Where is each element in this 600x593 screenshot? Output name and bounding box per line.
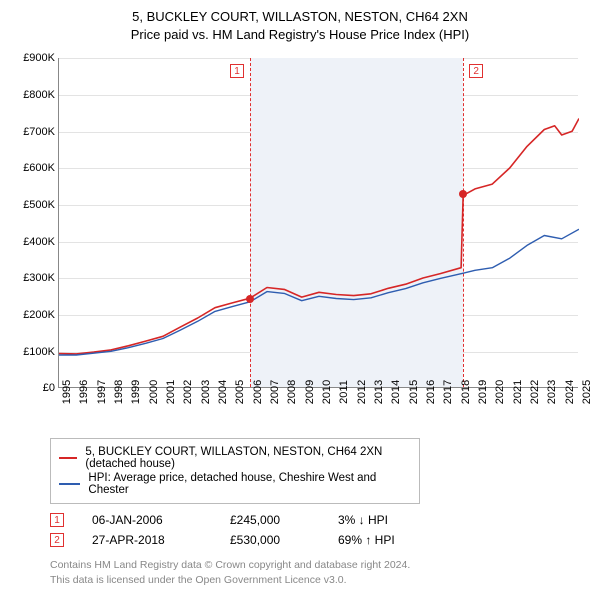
y-axis-label: £900K <box>23 52 55 64</box>
footer-line: This data is licensed under the Open Gov… <box>50 573 586 587</box>
x-axis-label: 2005 <box>234 380 246 404</box>
legend: 5, BUCKLEY COURT, WILLASTON, NESTON, CH6… <box>50 438 420 504</box>
x-axis-label: 1997 <box>96 380 108 404</box>
legend-item: 5, BUCKLEY COURT, WILLASTON, NESTON, CH6… <box>59 445 411 471</box>
event-dot <box>459 190 467 198</box>
chart-container: 5, BUCKLEY COURT, WILLASTON, NESTON, CH6… <box>0 0 600 593</box>
x-axis-label: 2009 <box>304 380 316 404</box>
y-axis-label: £100K <box>23 346 55 358</box>
x-axis-label: 2011 <box>338 381 350 405</box>
chart-area: £0 £100K £200K £300K £400K £500K £600K £700K £80… <box>10 50 585 430</box>
event-dot <box>246 295 254 303</box>
legend-label: HPI: Average price, detached house, Ches… <box>88 472 411 496</box>
event-marker-label: 2 <box>469 64 483 78</box>
txn-price: £530,000 <box>230 533 310 547</box>
y-axis-label: £800K <box>23 89 55 101</box>
x-axis-label: 2000 <box>148 380 160 404</box>
legend-item: HPI: Average price, detached house, Ches… <box>59 471 411 497</box>
x-axis-label: 1999 <box>130 380 142 404</box>
x-axis-label: 1998 <box>113 380 125 404</box>
y-axis-label: £400K <box>23 236 55 248</box>
chart-lines <box>59 58 579 388</box>
legend-swatch <box>59 457 77 459</box>
event-marker-label: 1 <box>230 64 244 78</box>
footer-line: Contains HM Land Registry data © Crown c… <box>50 558 586 572</box>
x-axis-label: 2024 <box>564 380 576 404</box>
x-axis-label: 2016 <box>425 380 437 404</box>
legend-swatch <box>59 483 80 485</box>
txn-date: 27-APR-2018 <box>92 533 202 547</box>
txn-hpi-delta: 3% ↓ HPI <box>338 513 428 527</box>
txn-marker: 1 <box>50 513 64 527</box>
x-axis-label: 2007 <box>269 380 281 404</box>
table-row: 1 06-JAN-2006 £245,000 3% ↓ HPI <box>50 510 586 530</box>
y-axis-label: £500K <box>23 199 55 211</box>
x-axis-label: 2002 <box>182 380 194 404</box>
x-axis-label: 2010 <box>321 380 333 404</box>
txn-price: £245,000 <box>230 513 310 527</box>
plot-area: 12 <box>58 58 578 388</box>
chart-subtitle: Price paid vs. HM Land Registry's House … <box>10 26 590 44</box>
x-axis-label: 2012 <box>356 380 368 404</box>
x-axis-label: 2017 <box>442 380 454 404</box>
x-axis-label: 2015 <box>408 380 420 404</box>
x-axis-label: 2013 <box>373 380 385 404</box>
x-axis-label: 2001 <box>165 380 177 404</box>
y-axis-label: £600K <box>23 162 55 174</box>
x-axis-label: 2023 <box>546 380 558 404</box>
series-line <box>59 119 579 354</box>
x-axis-label: 2019 <box>477 380 489 404</box>
x-axis-label: 2022 <box>529 380 541 404</box>
transactions-table: 1 06-JAN-2006 £245,000 3% ↓ HPI 2 27-APR… <box>50 510 586 550</box>
chart-title: 5, BUCKLEY COURT, WILLASTON, NESTON, CH6… <box>10 8 590 26</box>
legend-label: 5, BUCKLEY COURT, WILLASTON, NESTON, CH6… <box>85 446 411 470</box>
x-axis-label: 2008 <box>286 380 298 404</box>
x-axis-label: 2014 <box>390 380 402 404</box>
x-axis-label: 2020 <box>494 380 506 404</box>
x-axis-label: 2004 <box>217 380 229 404</box>
y-axis-label: £700K <box>23 126 55 138</box>
x-axis-label: 2018 <box>460 380 472 404</box>
footer-attribution: Contains HM Land Registry data © Crown c… <box>50 558 586 586</box>
x-axis-label: 2003 <box>200 380 212 404</box>
y-axis-label: £300K <box>23 272 55 284</box>
x-axis-label: 1996 <box>78 380 90 404</box>
x-axis-label: 2021 <box>512 380 524 404</box>
txn-date: 06-JAN-2006 <box>92 513 202 527</box>
x-axis-label: 2025 <box>581 380 593 404</box>
x-axis-label: 2006 <box>252 380 264 404</box>
table-row: 2 27-APR-2018 £530,000 69% ↑ HPI <box>50 530 586 550</box>
x-axis-label: 1995 <box>61 380 73 404</box>
y-axis-label: £200K <box>23 309 55 321</box>
txn-hpi-delta: 69% ↑ HPI <box>338 533 428 547</box>
txn-marker: 2 <box>50 533 64 547</box>
y-axis-label: £0 <box>43 382 55 394</box>
